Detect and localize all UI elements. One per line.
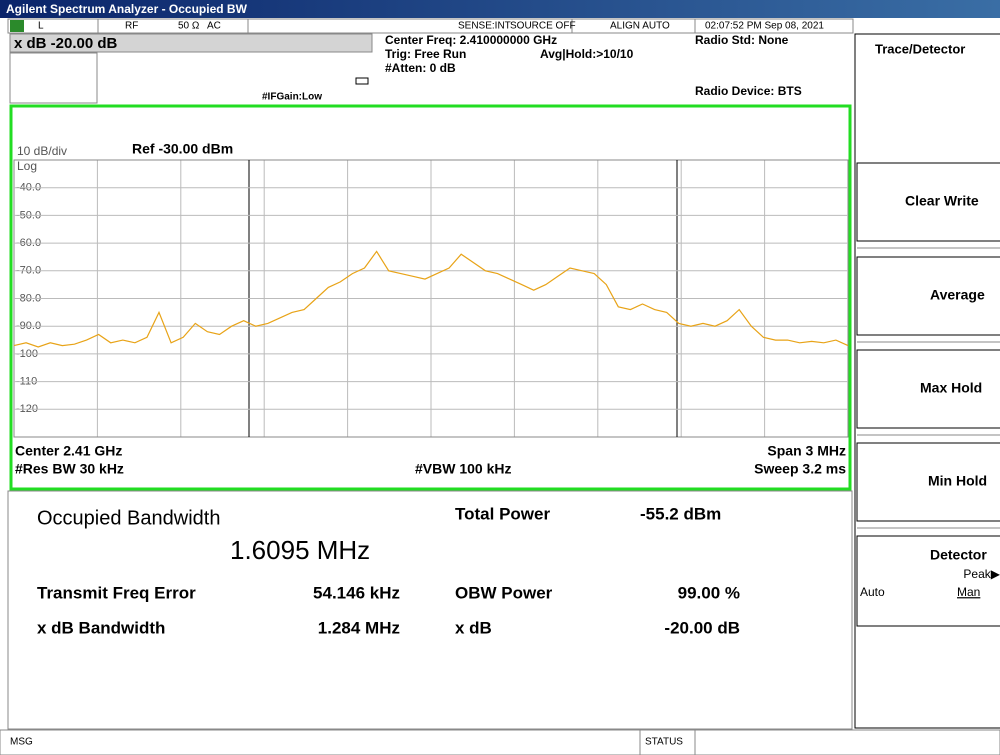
coupling: AC	[207, 21, 221, 32]
detector-label: Detector	[930, 547, 987, 563]
input: L	[38, 21, 44, 32]
active-function: x dB -20.00 dB	[14, 35, 118, 52]
vbw: #VBW 100 kHz	[415, 461, 511, 477]
lxi-logo	[10, 20, 24, 32]
scale-label: 10 dB/div	[17, 144, 67, 158]
results-title: Occupied Bandwidth	[37, 507, 220, 529]
softkey-label: Clear Write	[905, 193, 979, 209]
detector-key[interactable]	[856, 535, 1000, 627]
freq-error-label: Transmit Freq Error	[37, 583, 196, 602]
atten: #Atten: 0 dB	[385, 61, 456, 75]
return-icon	[355, 77, 369, 85]
status: STATUS	[645, 737, 683, 748]
xdb: -20.00 dB	[664, 618, 740, 637]
xdb-bw-label: x dB Bandwidth	[37, 618, 165, 637]
rf: RF	[125, 21, 138, 32]
center-freq: Center Freq: 2.410000000 GHz	[385, 33, 557, 47]
softkey-label: Max Hold	[920, 380, 982, 396]
trace	[13, 250, 849, 348]
obw-power: 99.00 %	[678, 583, 740, 602]
softkey[interactable]	[856, 162, 1000, 242]
softkey[interactable]	[856, 442, 1000, 522]
datetime: 02:07:52 PM Sep 08, 2021	[705, 21, 824, 32]
status-row	[7, 18, 854, 34]
results-panel	[7, 490, 853, 730]
total-power: -55.2 dBm	[640, 504, 721, 523]
center: Center 2.41 GHz	[15, 443, 122, 459]
xdb-label: x dB	[455, 618, 492, 637]
active-function-box	[9, 33, 373, 53]
entry-box	[9, 52, 98, 104]
trig: Trig: Free Run	[385, 47, 466, 61]
menu-title: Trace/Detector	[875, 41, 965, 56]
avg-hold: Avg|Hold:>10/10	[540, 47, 634, 61]
impedance: 50 Ω	[178, 21, 200, 32]
title-bar	[0, 0, 1000, 18]
xdb-bw: 1.284 MHz	[318, 618, 400, 637]
total-power-label: Total Power	[455, 504, 550, 523]
softkey[interactable]	[856, 349, 1000, 429]
obw-value: 1.6095 MHz	[230, 535, 370, 565]
sense: SENSE:INT	[458, 21, 511, 32]
radio-device: Radio Device: BTS	[695, 84, 802, 98]
obw-power-label: OBW Power	[455, 583, 553, 602]
window-title: Agilent Spectrum Analyzer - Occupied BW	[6, 2, 248, 16]
freq-error: 54.146 kHz	[313, 583, 400, 602]
auto-option: Auto	[860, 585, 885, 599]
softkey-label: Average	[930, 287, 985, 303]
radio-std: Radio Std: None	[695, 33, 789, 47]
align: ALIGN AUTO	[610, 21, 670, 32]
softkey[interactable]	[856, 256, 1000, 336]
status-bar	[0, 729, 1000, 755]
if-gain: #IFGain:Low	[262, 92, 322, 103]
res-bw: #Res BW 30 kHz	[15, 461, 124, 477]
man-option: Man	[957, 585, 980, 599]
span: Span 3 MHz	[767, 443, 846, 459]
sweep: Sweep 3.2 ms	[754, 461, 846, 477]
msg: MSG	[10, 737, 33, 748]
scale-type: Log	[17, 159, 37, 173]
ref-label: Ref -30.00 dBm	[132, 141, 233, 157]
detector-value: Peak▶	[963, 567, 1000, 581]
softkey-label: Min Hold	[928, 473, 987, 489]
source: SOURCE OFF	[510, 21, 576, 32]
softkeys: Clear Write Average Max Hold Min Hold	[856, 162, 1000, 529]
